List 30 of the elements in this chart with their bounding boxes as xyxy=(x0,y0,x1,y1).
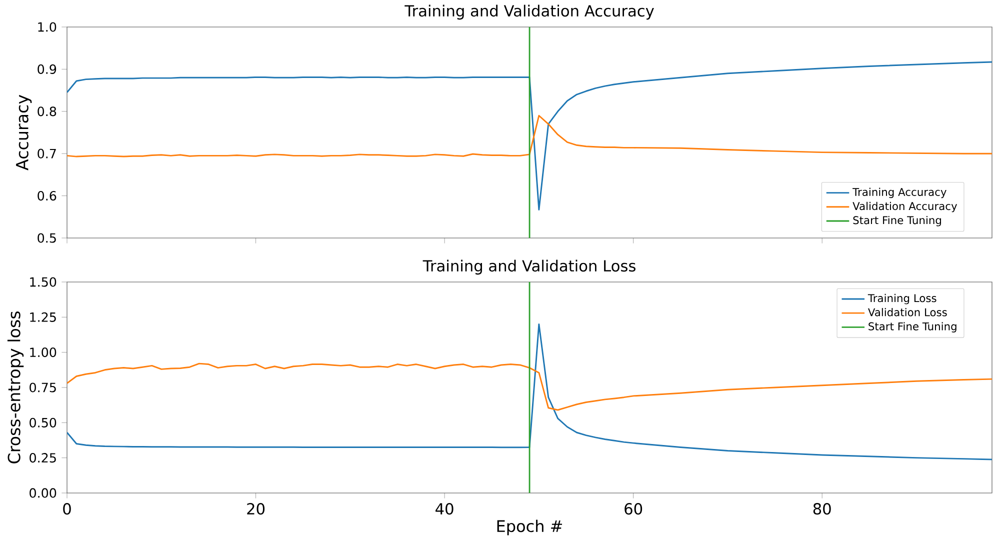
x-tick-label: 80 xyxy=(813,503,831,515)
y-axis-title: Accuracy xyxy=(16,94,32,170)
y-tick-label: 0.9 xyxy=(38,64,56,74)
chart-title: Training and Validation Loss xyxy=(422,260,636,275)
x-tick-label: 40 xyxy=(436,503,454,515)
y-tick-label: 0.7 xyxy=(38,148,56,158)
line-series xyxy=(67,362,992,411)
legend-label: Validation Accuracy xyxy=(852,202,958,212)
chart-title: Training and Validation Accuracy xyxy=(404,4,654,20)
y-tick-label: 1.0 xyxy=(38,22,56,32)
x-axis-title: Epoch # xyxy=(497,520,562,536)
y-tick-label: 0.6 xyxy=(38,190,56,201)
y-tick-label: 0.5 xyxy=(38,233,56,243)
y-tick-label: 0.8 xyxy=(38,106,56,116)
y-tick-label: 0.25 xyxy=(30,453,56,463)
y-tick-label: 1.50 xyxy=(30,277,56,287)
y-tick-label: 1.25 xyxy=(30,312,56,322)
legend-label: Start Fine Tuning xyxy=(853,216,941,226)
x-tick-label: 0 xyxy=(63,503,71,515)
y-tick-label: 0.00 xyxy=(30,488,56,498)
legend-label: Training Loss xyxy=(868,294,936,304)
x-tick-label: 60 xyxy=(624,503,642,515)
y-tick-label: 1.00 xyxy=(30,348,56,358)
x-tick-label: 20 xyxy=(247,503,265,515)
legend-label: Start Fine Tuning xyxy=(868,322,956,332)
legend-label: Training Accuracy xyxy=(852,188,946,198)
y-tick-label: 0.50 xyxy=(30,418,56,428)
legend-label: Validation Loss xyxy=(868,308,947,316)
y-tick-label: 0.75 xyxy=(30,382,56,392)
y-axis-title: Cross-entropy loss xyxy=(7,311,24,464)
